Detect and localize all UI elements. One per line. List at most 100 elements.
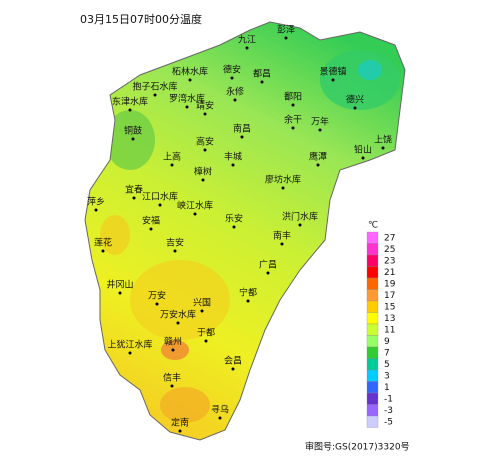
city-label: 南昌 [233,123,251,135]
city-dot [170,163,174,167]
warm-area [160,387,210,423]
footer: 审图号:GS(2017)3320号 [305,441,410,453]
city-label: 丰城 [224,151,242,163]
city-dot [128,351,132,355]
city-label: 江口水库 [142,191,178,203]
city-dot [185,105,189,109]
city-dot [149,227,153,231]
city-label: 萍乡 [87,197,105,208]
city-label: 乐安 [225,213,243,225]
city-dot [188,78,192,82]
legend-label: 27 [384,233,395,243]
city-label: 万安 [148,290,166,302]
city-dot [176,321,180,325]
city-label: 鄱阳 [284,92,302,103]
legend-swatch [366,346,379,359]
cool-area [105,110,155,170]
legend-swatch [366,323,379,336]
legend-label: -5 [384,417,393,427]
city-dot [361,156,365,160]
legend-label: -3 [384,406,393,416]
city-dot [281,186,285,190]
city-dot [284,36,288,40]
city-dot [173,249,177,253]
warm-area [130,260,230,340]
city-dot [218,416,222,420]
warm-area [161,340,189,360]
legend-swatch [366,243,379,256]
city-dot [101,249,105,253]
city-dot [171,348,175,352]
city-label: 柘林水库 [172,66,208,78]
city-label: 洪门水库 [282,211,318,223]
legend-label: 19 [384,279,396,289]
city-dot [193,212,197,216]
city-dot [230,76,234,80]
city-label: 兴国 [193,298,211,309]
legend-swatch [366,392,379,405]
legend-label: 3 [384,371,390,381]
city-dot [331,78,335,82]
city-dot [201,178,205,182]
city-dot [132,196,136,200]
city-label: 德兴 [346,94,364,106]
legend-swatch [366,312,379,325]
city-label: 会昌 [224,355,242,367]
city-label: 峡江水库 [177,200,213,212]
title: 03月15日07时00分温度 [80,12,202,26]
city-dot [381,146,385,150]
city-label: 彭泽 [277,24,295,36]
legend-label: 11 [384,325,395,335]
city-dot [318,128,322,132]
city-label: 宁都 [239,287,257,299]
legend-swatch [366,369,379,382]
city-dot [200,309,204,313]
legend-swatch [366,335,379,348]
legend-unit: ℃ [368,221,378,231]
city-label: 鹰潭 [309,151,327,163]
city-dot [245,46,249,50]
legend-label: -1 [384,394,393,404]
city-dot [231,163,235,167]
legend-label: 17 [384,291,395,301]
city-label: 德安 [223,64,241,76]
city-label: 井冈山 [106,279,133,291]
legend-label: 23 [384,256,395,266]
legend-swatch [366,415,379,428]
city-dot [128,108,132,112]
city-label: 铅山 [354,144,372,156]
legend-swatch [366,266,379,279]
city-dot [280,242,284,246]
city-dot [291,103,295,107]
city-dot [231,367,235,371]
city-dot [158,203,162,207]
city-label: 安福 [142,215,160,227]
city-dot [178,429,182,433]
city-label: 高安 [196,136,214,148]
legend-label: 5 [384,360,390,370]
city-dot [131,137,135,141]
city-dot [233,98,237,102]
legend-swatch [366,277,379,290]
province [85,22,405,440]
city-dot [232,225,236,229]
city-dot [240,135,244,139]
city-label: 上高 [163,151,181,163]
city-dot [204,339,208,343]
legend-label: 25 [384,245,395,255]
legend-label: 13 [384,314,395,324]
city-label: 上犹江水库 [107,339,152,351]
city-dot [153,93,157,97]
city-dot [203,148,207,152]
city-label: 广昌 [259,259,277,271]
city-label: 九江 [238,35,256,46]
city-label: 铜鼓 [124,125,142,137]
city-label: 永修 [226,86,244,98]
cool-area [358,60,382,80]
city-label: 万安水库 [160,309,196,321]
legend-swatch [366,289,379,302]
city-dot [203,112,207,116]
legend-label: 7 [384,348,390,358]
legend-label: 9 [384,337,390,347]
